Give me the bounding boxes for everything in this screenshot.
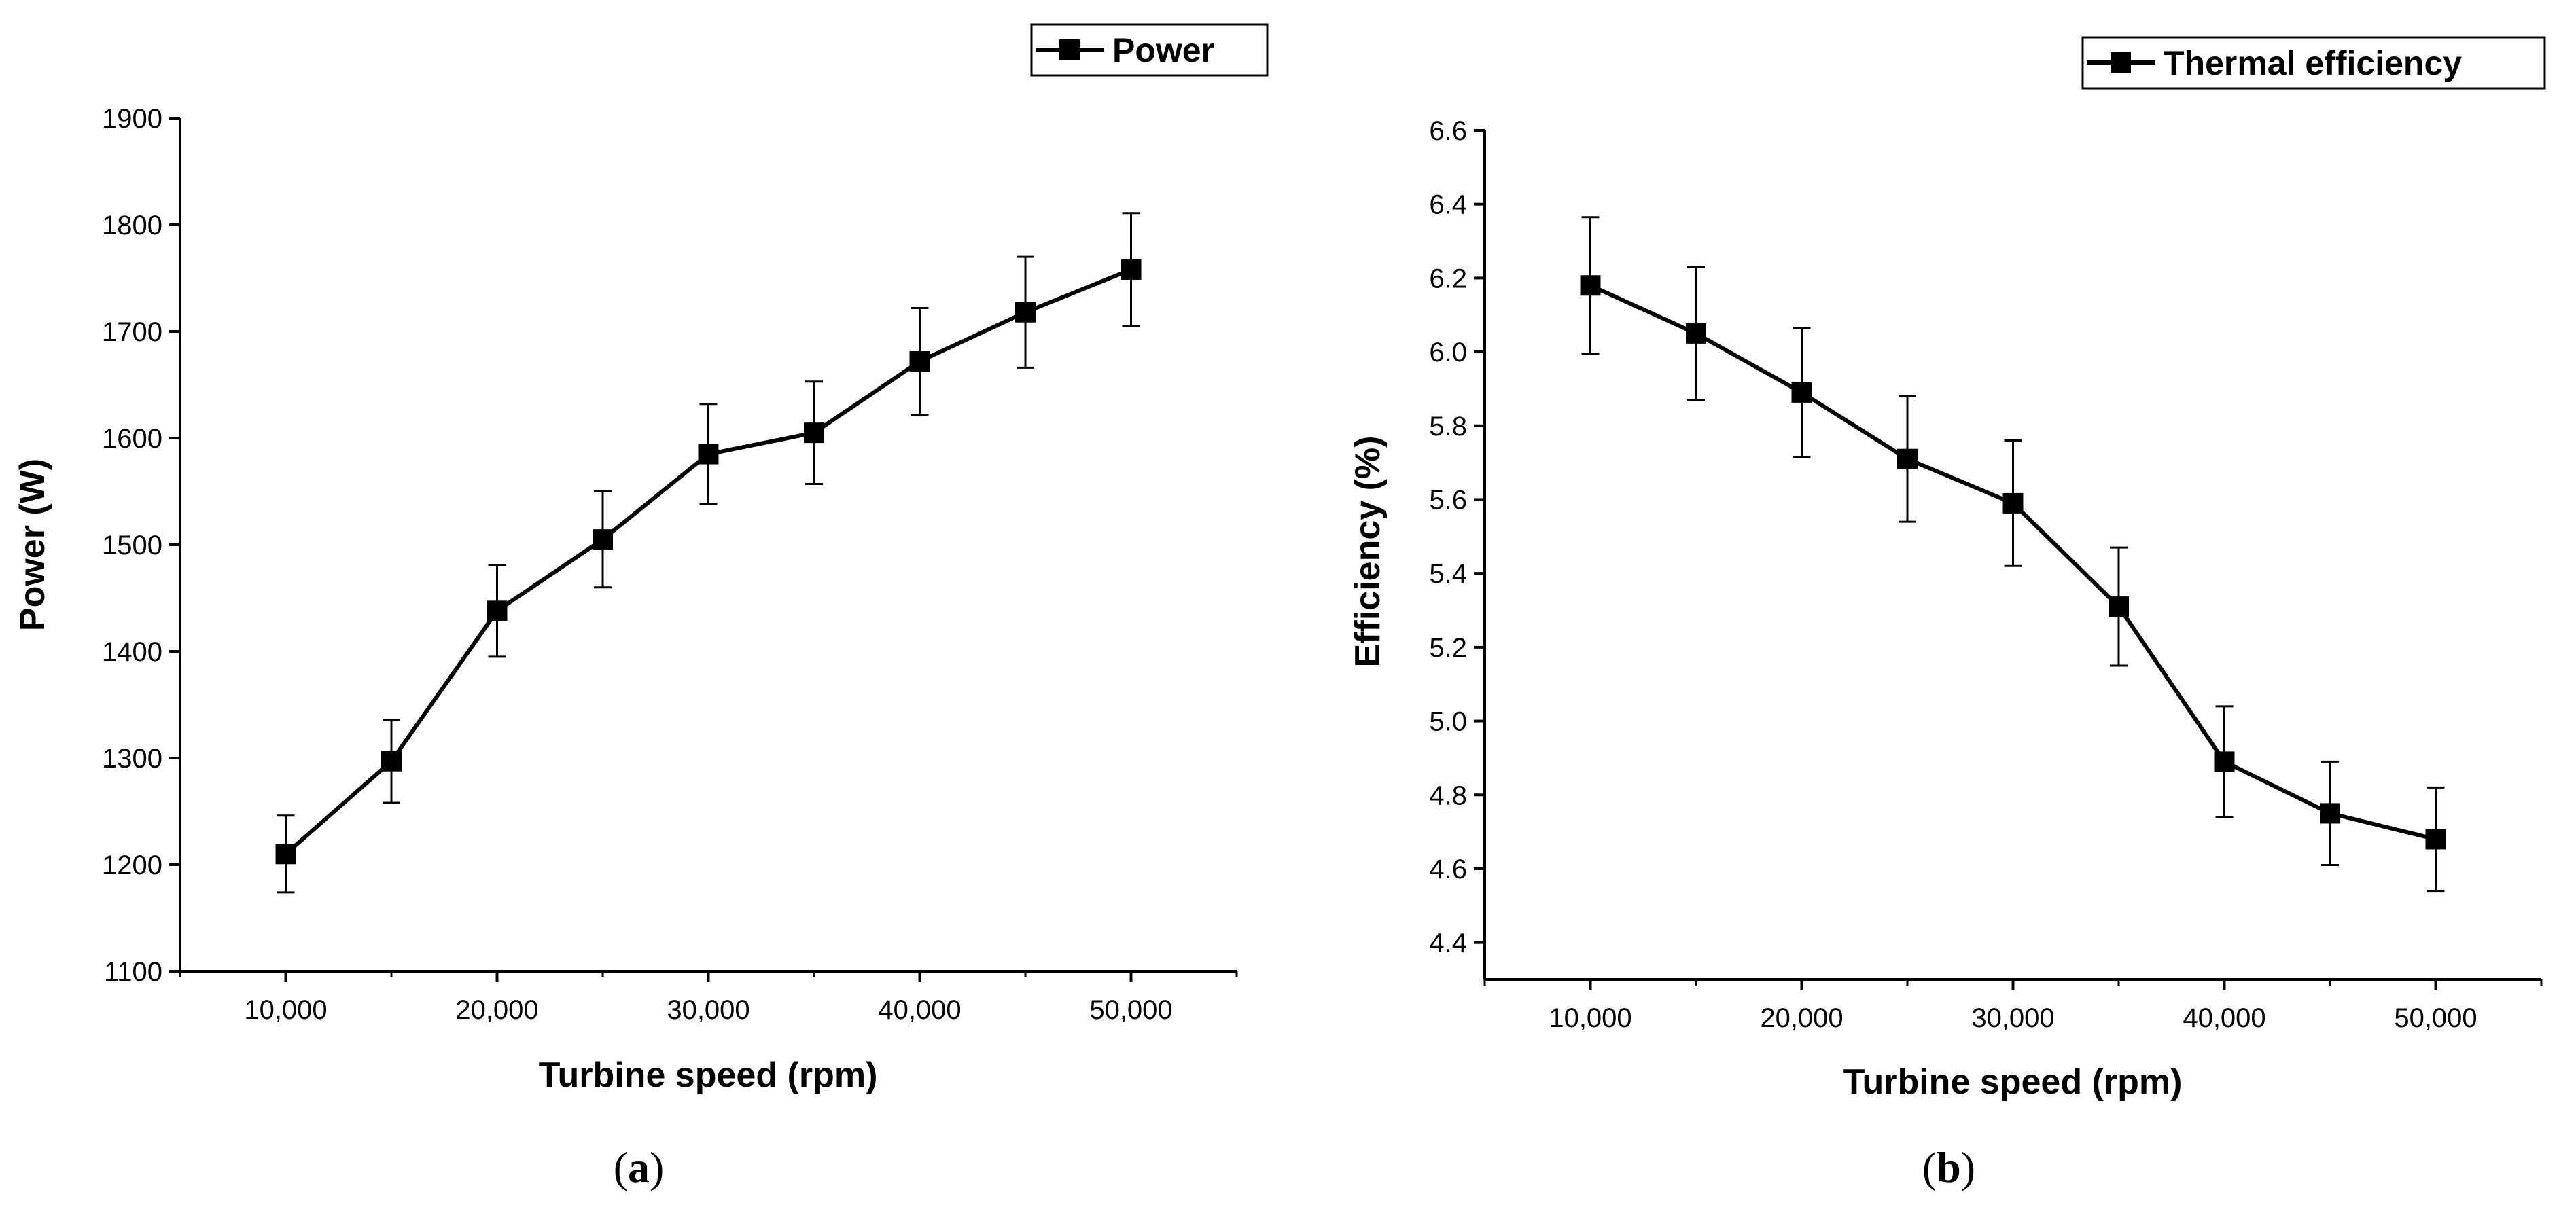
error-bars bbox=[1581, 216, 2445, 893]
y-tick-label: 4.6 bbox=[1429, 854, 1467, 884]
data-point bbox=[2425, 829, 2446, 850]
data-point bbox=[487, 600, 508, 621]
x-tick-label: 20,000 bbox=[455, 995, 538, 1025]
y-tick-label: 6.0 bbox=[1429, 338, 1467, 367]
error-bars bbox=[277, 212, 1140, 894]
data-markers bbox=[1580, 275, 2446, 850]
y-tick-label: 1400 bbox=[102, 637, 162, 667]
y-tick-label: 1700 bbox=[102, 317, 162, 347]
series-line-power bbox=[284, 268, 1132, 856]
data-point bbox=[804, 422, 824, 444]
legend-label: Thermal efficiency bbox=[2164, 44, 2462, 82]
y-axis-ticks: 4.4 4.6 4.8 5.0 5.2 5.4 5.6 5.8 6.0 6.2 6.4 6.6 bbox=[1429, 116, 1485, 958]
y-tick-label: 1200 bbox=[102, 850, 162, 880]
data-point bbox=[2320, 803, 2340, 824]
legend: Thermal efficiency bbox=[2081, 36, 2546, 90]
data-point bbox=[1897, 448, 1918, 469]
data-point bbox=[1791, 382, 1812, 403]
x-tick-label: 30,000 bbox=[1971, 1003, 2054, 1033]
x-axis-title: Turbine speed (rpm) bbox=[1843, 1062, 2183, 1102]
data-point bbox=[2002, 492, 2024, 514]
x-axis-ticks: 10,000 20,000 30,000 40,000 50,000 bbox=[179, 971, 1238, 1025]
y-tick-label: 1500 bbox=[102, 530, 162, 560]
x-tick-label: 40,000 bbox=[2183, 1003, 2265, 1033]
x-tick-label: 10,000 bbox=[244, 995, 327, 1025]
data-point bbox=[1686, 323, 1706, 344]
y-tick-label: 4.8 bbox=[1429, 780, 1467, 810]
x-tick-label: 30,000 bbox=[667, 995, 749, 1025]
y-axis-ticks: 1100 1200 1300 1400 1500 1600 1700 1800 1900 bbox=[102, 104, 180, 987]
y-axis-title: Power (W) bbox=[13, 458, 52, 631]
data-point bbox=[1015, 302, 1036, 323]
y-tick-label: 5.0 bbox=[1429, 707, 1467, 737]
x-tick-label: 10,000 bbox=[1549, 1003, 1631, 1033]
legend-marker bbox=[1059, 39, 1080, 60]
y-tick-label: 6.6 bbox=[1429, 116, 1467, 146]
data-point bbox=[1580, 275, 1601, 296]
x-tick-label: 50,000 bbox=[2394, 1003, 2477, 1033]
legend-marker bbox=[2111, 52, 2131, 73]
y-tick-label: 5.2 bbox=[1429, 633, 1467, 663]
y-tick-label: 5.4 bbox=[1429, 559, 1467, 589]
legend-label: Power bbox=[1112, 31, 1214, 69]
data-point bbox=[593, 529, 613, 550]
data-point bbox=[1121, 259, 1142, 280]
x-tick-label: 40,000 bbox=[878, 995, 961, 1025]
data-point bbox=[381, 751, 402, 772]
data-point bbox=[2109, 596, 2129, 617]
y-tick-label: 5.6 bbox=[1429, 485, 1467, 515]
data-point bbox=[909, 350, 930, 372]
data-markers bbox=[275, 259, 1142, 865]
legend: Power bbox=[1030, 23, 1269, 77]
x-axis-title: Turbine speed (rpm) bbox=[539, 1056, 878, 1095]
y-tick-label: 1800 bbox=[102, 211, 162, 240]
data-point bbox=[2214, 751, 2235, 772]
data-point bbox=[275, 844, 296, 865]
y-tick-label: 1100 bbox=[104, 957, 162, 987]
x-tick-label: 20,000 bbox=[1760, 1003, 1843, 1033]
y-tick-label: 1600 bbox=[102, 424, 162, 454]
y-axis-title: Efficiency (%) bbox=[1348, 436, 1388, 668]
chart-panel-b: 4.4 4.6 4.8 5.0 5.2 5.4 5.6 5.8 6.0 6.2 6.4 6.6 10,… bbox=[1348, 36, 2546, 1102]
y-tick-label: 6.4 bbox=[1429, 190, 1467, 220]
data-point bbox=[698, 444, 719, 465]
y-tick-label: 5.8 bbox=[1429, 412, 1467, 442]
y-tick-label: 6.2 bbox=[1429, 264, 1467, 293]
y-tick-label: 4.4 bbox=[1429, 929, 1467, 958]
legend-box bbox=[2081, 36, 2546, 90]
panel-caption-b: (b) bbox=[1922, 1143, 1975, 1191]
x-tick-label: 50,000 bbox=[1089, 995, 1172, 1025]
x-axis-ticks: 10,000 20,000 30,000 40,000 50,000 bbox=[1483, 979, 2543, 1033]
panel-caption-a: (a) bbox=[614, 1143, 665, 1191]
y-tick-label: 1300 bbox=[102, 744, 162, 774]
chart-panel-a: 1100 1200 1300 1400 1500 1600 1700 1800 1900 10,… bbox=[13, 23, 1269, 1095]
y-tick-label: 1900 bbox=[102, 104, 162, 134]
